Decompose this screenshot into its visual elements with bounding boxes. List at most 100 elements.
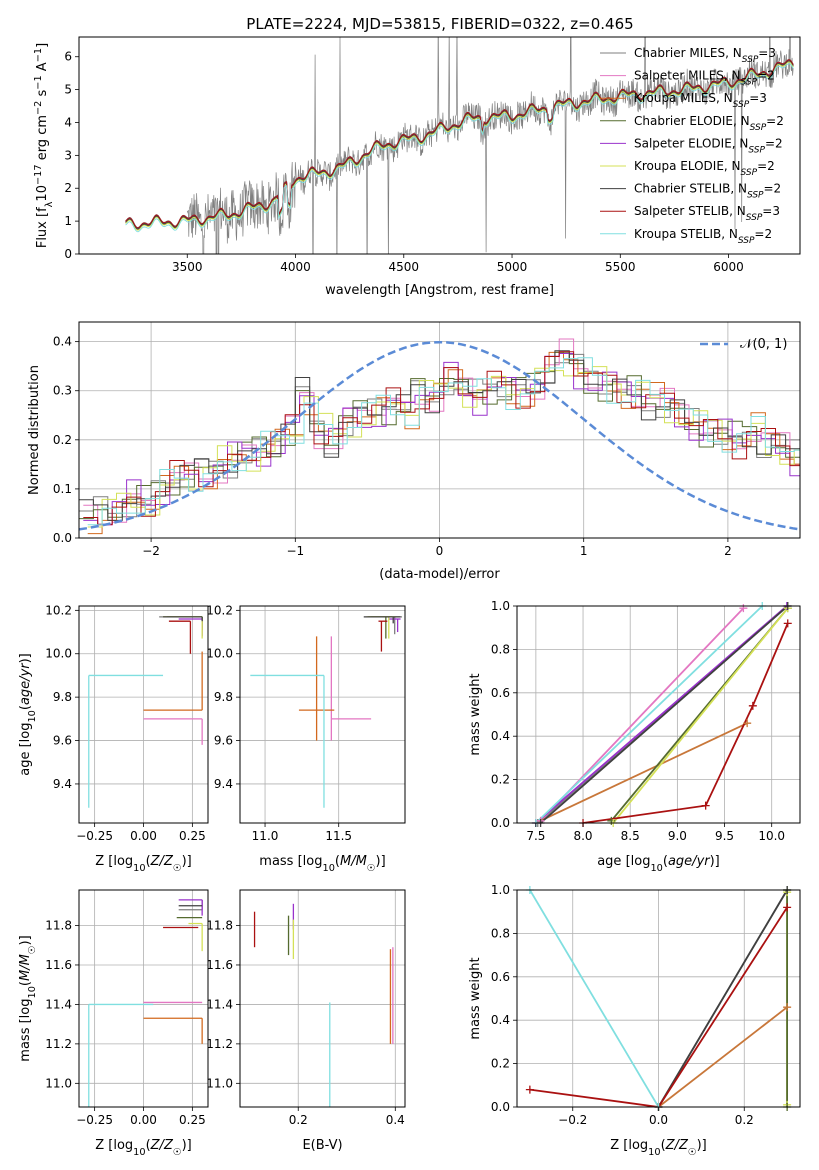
- plot-area: [88, 616, 203, 808]
- mass-weight-line-2: [535, 722, 748, 823]
- legend-entry-4: Salpeter ELODIE, NSSP=2: [634, 136, 783, 155]
- y-tick-label: 10.0: [45, 647, 72, 661]
- y-tick-label: 11.2: [45, 1037, 72, 1051]
- y-tick-label: 11.4: [45, 997, 72, 1011]
- legend-entry-6: Chabrier STELIB, NSSP=2: [634, 182, 781, 201]
- y-tick-label: 0.0: [53, 531, 72, 545]
- y-tick-label: 10.0: [206, 647, 233, 661]
- y-tick-label: 0.4: [53, 335, 72, 349]
- y-axis-label: mass weight: [468, 957, 483, 1039]
- x-tick-label: 0.00: [130, 1113, 157, 1127]
- age-vs-mass-panel: 11.0 11.5 9.4 9.6 9.8 10.0 10.2 mass [log10(M/M…: [206, 603, 406, 874]
- y-tick-label: 0.8: [491, 926, 510, 940]
- residuals-y-label: Normed distribution: [27, 365, 42, 495]
- x-tick-label: −0.25: [76, 829, 113, 843]
- x-tick-label: 0.0: [649, 1113, 668, 1127]
- legend-entry-5: Kroupa ELODIE, NSSP=2: [634, 159, 775, 178]
- y-tick-label: 0.2: [491, 1057, 510, 1071]
- spectrum-panel: 3500 4000 4500 5000 5500 6000 0 1 2 3 4 5 6 wavelengt…: [33, 36, 801, 298]
- mass-weight-line-5: [529, 906, 788, 1107]
- y-tick-label: 0.0: [491, 816, 510, 830]
- y-tick-label: 11.6: [45, 958, 72, 972]
- y-tick-label: 9.6: [214, 734, 233, 748]
- axes-frame: [516, 605, 801, 824]
- x-tick-label: 0.4: [386, 1113, 405, 1127]
- y-tick-label: 6: [64, 50, 72, 64]
- y-tick-label: 0.0: [491, 1100, 510, 1114]
- y-tick-label: 0.1: [53, 482, 72, 496]
- x-tick-label: 10.0: [758, 829, 785, 843]
- x-tick-label: 0.25: [179, 829, 206, 843]
- y-tick-label: 11.2: [206, 1037, 233, 1051]
- y-tick-label: 3: [64, 148, 72, 162]
- x-tick-label: 3500: [172, 260, 203, 274]
- spectrum-x-label: wavelength [Angstrom, rest frame]: [325, 283, 554, 298]
- x-tick-label: 11.5: [325, 829, 352, 843]
- x-axis-label: E(B-V): [302, 1138, 342, 1153]
- y-tick-label: 10.2: [45, 603, 72, 617]
- y-tick-label: 1: [64, 214, 72, 228]
- mass-weight-vs-metallicity-panel: −0.2 0.0 0.2 0.0 0.2 0.4 0.6 0.8 1.0 Z [log10(Z/Z…: [468, 883, 801, 1158]
- mass-weight-line-1: [657, 1006, 788, 1107]
- y-tick-label: 2: [64, 181, 72, 195]
- plus-marker-2-1: [743, 719, 752, 728]
- x-tick-label: −2: [142, 544, 160, 558]
- y-axis-label: mass weight: [468, 673, 483, 755]
- legend-entry-2: Kroupa MILES, NSSP=3: [634, 91, 767, 110]
- spectrum-title: PLATE=2224, MJD=53815, FIBERID=0322, z=0…: [246, 15, 633, 33]
- plus-marker-7-1: [701, 801, 710, 810]
- y-tick-label: 11.6: [206, 958, 233, 972]
- x-tick-label: 2: [724, 544, 732, 558]
- plot-area: [125, 37, 794, 254]
- axes-frame: [239, 889, 406, 1108]
- x-tick-label: 8.0: [573, 829, 592, 843]
- y-tick-label: 0.8: [491, 642, 510, 656]
- mass-vs-metallicity-panel: −0.25 0.00 0.25 11.0 11.2 11.4 11.6 11.8 Z [log1…: [18, 889, 209, 1158]
- histogram-step-6: [79, 350, 800, 521]
- y-axis-label: mass [log10(M/M☉)]: [18, 935, 38, 1061]
- y-tick-label: 11.0: [45, 1076, 72, 1090]
- legend-entry-1: Salpeter MILES, NSSP=2: [634, 69, 775, 88]
- x-tick-label: −0.25: [76, 1113, 113, 1127]
- legend-entry-7: Salpeter STELIB, NSSP=3: [634, 204, 780, 223]
- y-axis-label: age [log10(age/yr)]: [18, 653, 38, 776]
- histogram-step-8: [87, 357, 800, 526]
- x-tick-label: 0.2: [289, 1113, 308, 1127]
- legend-entry-8: Kroupa STELIB, NSSP=2: [634, 227, 772, 246]
- x-axis-label: mass [log10(M/M☉)]: [259, 854, 385, 874]
- plot-area: [250, 616, 403, 808]
- mass-weight-line-6: [540, 606, 789, 823]
- x-tick-label: 6000: [713, 260, 744, 274]
- plus-marker-7-2: [748, 701, 757, 710]
- plus-marker-7-3: [783, 619, 792, 628]
- x-tick-label: 11.0: [252, 829, 279, 843]
- residuals-panel: −2 −1 0 1 2 0.0 0.1 0.2 0.3 0.4 (data-model)/error…: [27, 321, 801, 582]
- mass-weight-line-8: [535, 606, 763, 823]
- y-tick-label: 9.8: [53, 690, 72, 704]
- y-tick-label: 1.0: [491, 883, 510, 897]
- y-tick-label: 9.6: [53, 734, 72, 748]
- x-axis-label: Z [log10(Z/Z☉)]: [95, 854, 192, 874]
- x-tick-label: 0.00: [130, 829, 157, 843]
- y-tick-label: 9.8: [214, 690, 233, 704]
- model-line-5: [125, 61, 794, 231]
- legend-normal-label: 𝒩(0, 1): [740, 337, 787, 352]
- normal-curve: [79, 340, 800, 531]
- x-tick-label: 5500: [605, 260, 636, 274]
- axes-frame: [78, 36, 801, 255]
- x-tick-label: 5000: [497, 260, 528, 274]
- residuals-x-label: (data-model)/error: [379, 567, 500, 582]
- y-tick-label: 0.4: [491, 729, 510, 743]
- mass-vs-ebv-panel: 0.2 0.4 11.0 11.2 11.4 11.6 11.8 E(B-V): [206, 889, 406, 1153]
- legend-entry-3: Chabrier ELODIE, NSSP=2: [634, 114, 784, 133]
- x-tick-label: 9.5: [715, 829, 734, 843]
- x-tick-label: 4000: [280, 260, 311, 274]
- model-line-7: [125, 59, 794, 229]
- x-tick-label: 7.5: [526, 829, 545, 843]
- y-tick-label: 11.4: [206, 997, 233, 1011]
- plot-area: [88, 899, 203, 1107]
- y-tick-label: 1.0: [491, 599, 510, 613]
- x-tick-label: 0.2: [735, 1113, 754, 1127]
- plot-area: [535, 606, 789, 823]
